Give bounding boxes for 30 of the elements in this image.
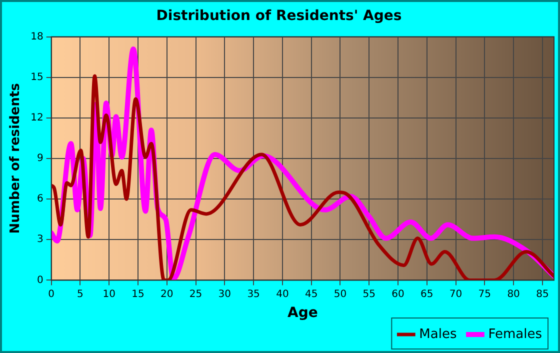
x-tick-label: 0 xyxy=(48,288,55,300)
x-tick-label: 70 xyxy=(449,288,462,300)
y-axis-title: Number of residents xyxy=(8,82,24,234)
legend-label: Males xyxy=(419,326,457,342)
x-tick-label: 45 xyxy=(304,288,318,300)
y-tick-label: 9 xyxy=(36,153,44,164)
y-tick-label: 18 xyxy=(30,31,44,42)
y-tick-label: 12 xyxy=(30,112,44,124)
x-tick-label: 40 xyxy=(276,288,289,300)
x-tick-label: 30 xyxy=(218,288,232,300)
y-tick-label: 6 xyxy=(36,194,44,205)
x-tick-label: 55 xyxy=(362,288,376,300)
x-tick-label: 20 xyxy=(160,288,174,300)
legend-label: Females xyxy=(488,326,542,342)
x-tick-label: 80 xyxy=(507,288,520,300)
x-tick-label: 35 xyxy=(247,288,260,300)
x-tick-label: 85 xyxy=(536,288,549,300)
x-tick-label: 5 xyxy=(77,288,84,300)
x-tick-label: 10 xyxy=(102,288,116,300)
x-tick-label: 60 xyxy=(392,288,404,300)
chart-title: Distribution of Residents' Ages xyxy=(156,8,402,24)
x-axis-title: Age xyxy=(287,305,318,322)
x-tick-label: 65 xyxy=(420,288,434,300)
x-tick-label: 15 xyxy=(132,288,144,300)
y-tick-label: 15 xyxy=(30,72,44,83)
x-tick-label: 25 xyxy=(189,288,202,300)
x-tick-label: 75 xyxy=(478,288,492,300)
y-tick-label: 3 xyxy=(36,234,44,246)
y-tick-label: 0 xyxy=(36,274,44,286)
x-tick-label: 50 xyxy=(334,288,347,300)
